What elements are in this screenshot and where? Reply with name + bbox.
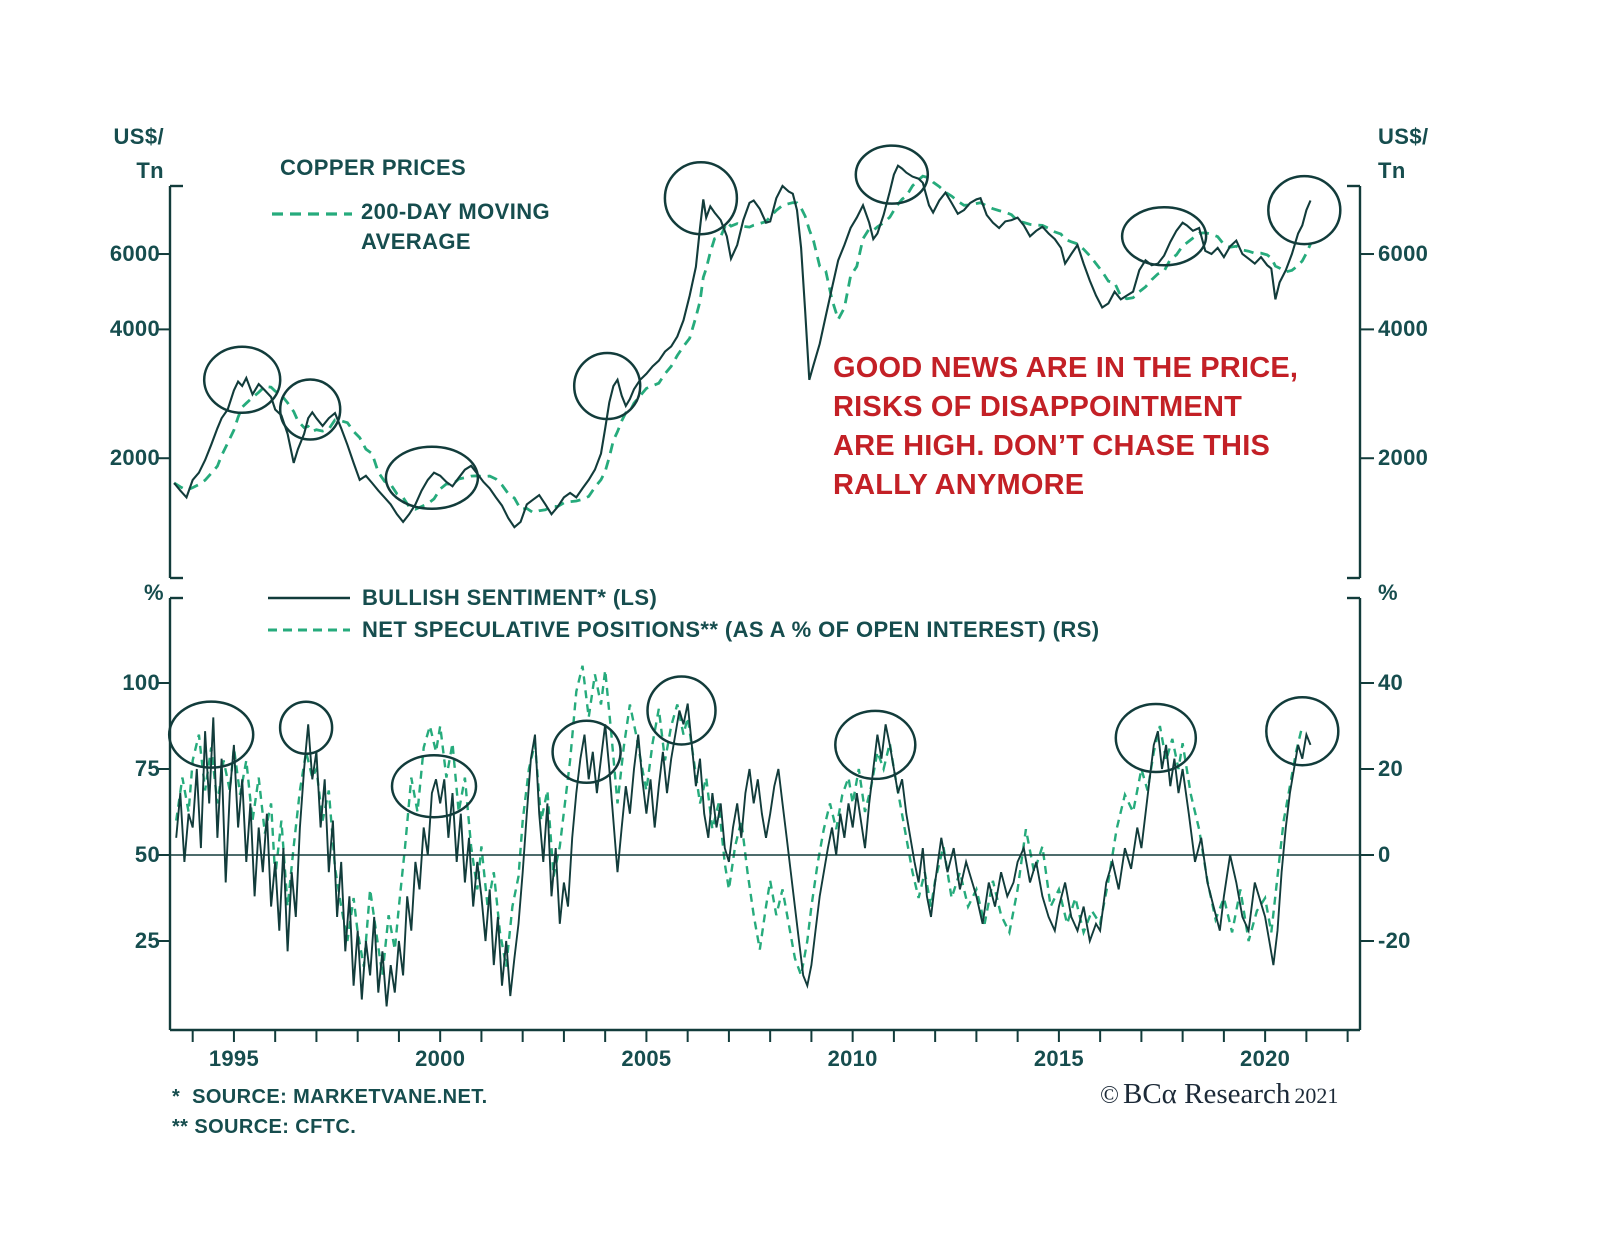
bullish-sentiment-line xyxy=(175,703,1312,1007)
highlight-circle xyxy=(834,709,917,781)
copper-price-line xyxy=(173,164,1312,529)
highlight-circle xyxy=(551,719,622,785)
highlight-circle xyxy=(1267,174,1342,246)
highlight-circle xyxy=(278,700,334,755)
highlight-circle xyxy=(663,160,739,236)
highlight-circle xyxy=(278,378,342,441)
highlight-circle xyxy=(202,345,282,415)
highlight-circle xyxy=(646,675,717,746)
moving-average-line xyxy=(173,174,1312,515)
highlight-circle xyxy=(854,144,930,205)
highlight-circle xyxy=(572,351,642,421)
highlight-circle xyxy=(1114,702,1198,774)
highlight-circle xyxy=(1265,695,1340,767)
highlight-circle xyxy=(384,445,480,511)
highlight-circle xyxy=(1120,206,1208,267)
highlight-circle xyxy=(390,753,478,819)
